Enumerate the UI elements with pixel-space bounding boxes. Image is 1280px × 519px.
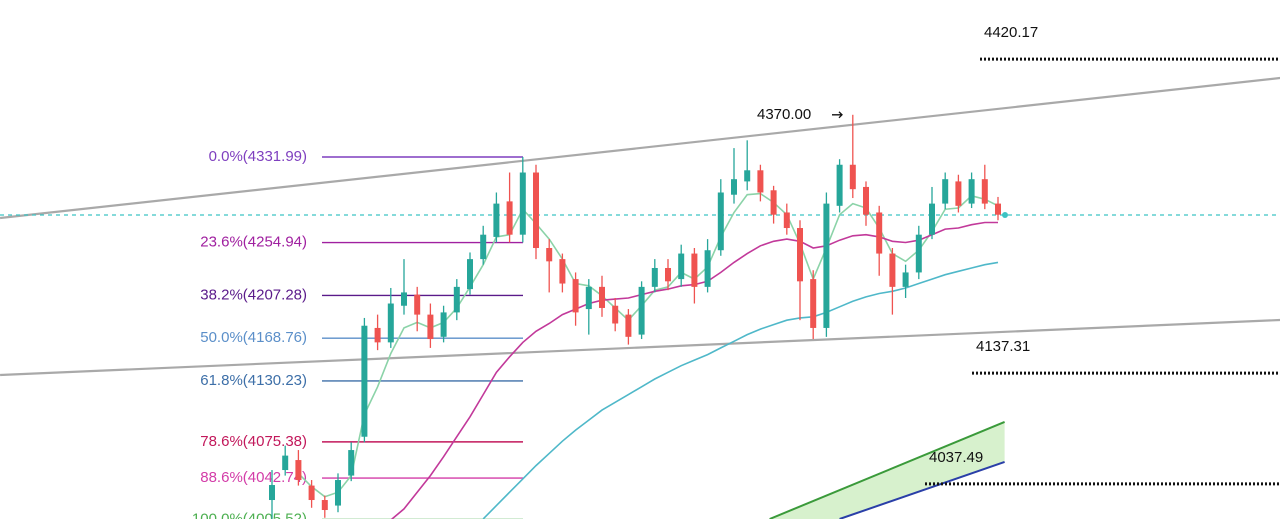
moving-average	[482, 261, 999, 519]
candle-body	[731, 179, 737, 195]
candle-body	[704, 250, 711, 287]
candle-body	[757, 170, 764, 193]
candle-body	[995, 203, 1001, 215]
level-label: 4037.49	[929, 449, 983, 466]
candle-body	[546, 248, 553, 262]
candle-body	[612, 305, 619, 324]
band-upper-line	[769, 421, 1005, 519]
candle-body	[929, 203, 935, 235]
candle-body	[387, 303, 394, 343]
candle-body	[797, 228, 803, 282]
candle-body	[559, 259, 566, 284]
candle-body	[810, 279, 817, 328]
candle-body	[519, 172, 526, 235]
high-marker-arrow	[832, 111, 843, 119]
candle-body	[427, 314, 434, 340]
candle-body	[836, 164, 843, 206]
candle-body	[269, 485, 275, 501]
trendline	[0, 318, 1280, 377]
candle-body	[414, 294, 421, 315]
candle-body	[638, 286, 645, 335]
candle-body	[295, 460, 302, 481]
candle-body	[902, 272, 909, 287]
candle-body	[968, 179, 975, 204]
candle-body	[783, 212, 790, 229]
candle-body	[335, 480, 341, 506]
fib-label: 61.8%(4130.23)	[200, 372, 307, 389]
fib-label: 100.0%(4005.52)	[192, 510, 307, 519]
trendline	[0, 76, 1280, 220]
candle-body	[915, 234, 922, 273]
fib-label: 88.6%(4042.74)	[200, 469, 307, 486]
band-lower-line	[839, 460, 1005, 519]
candle-body	[599, 286, 605, 308]
candle-body	[770, 190, 777, 215]
fib-label: 50.0%(4168.76)	[200, 329, 307, 346]
candle-body	[955, 181, 962, 206]
fib-label: 38.2%(4207.28)	[200, 286, 307, 303]
candle-body	[691, 253, 698, 287]
candle-body	[506, 201, 513, 235]
candle-body	[665, 267, 671, 282]
candle-body	[480, 234, 487, 260]
candle-body	[453, 286, 460, 313]
level-label: 4137.31	[976, 338, 1030, 355]
candle-body	[467, 259, 473, 290]
candle-body	[876, 212, 883, 254]
candle-body	[493, 203, 500, 237]
candle-body	[374, 327, 381, 343]
candle-body	[981, 179, 988, 204]
candle-body	[744, 170, 751, 182]
candle-body	[717, 192, 724, 251]
high-marker-label: 4370.00	[757, 106, 811, 123]
candle-body	[572, 279, 579, 313]
candle-body	[361, 325, 368, 437]
candle-body	[849, 164, 856, 190]
candle-body	[625, 314, 632, 337]
candle-body	[282, 455, 289, 471]
candle-body	[585, 286, 592, 310]
candle-body	[401, 292, 407, 306]
level-label: 4420.17	[984, 24, 1038, 41]
candle-body	[889, 253, 896, 287]
candle-body	[308, 485, 315, 501]
candle-body	[533, 172, 539, 249]
candle-body	[942, 179, 949, 204]
last-price-dot	[1002, 211, 1008, 218]
candle-body	[823, 203, 830, 328]
candle-body	[863, 186, 869, 215]
candle-body	[678, 253, 685, 280]
fib-label: 0.0%(4331.99)	[209, 148, 307, 165]
candle-body	[348, 450, 355, 476]
candle-body	[651, 267, 658, 287]
fib-label: 78.6%(4075.38)	[200, 433, 307, 450]
candle-body	[440, 312, 447, 337]
candle-body	[321, 500, 328, 511]
fib-label: 23.6%(4254.94)	[200, 233, 307, 250]
